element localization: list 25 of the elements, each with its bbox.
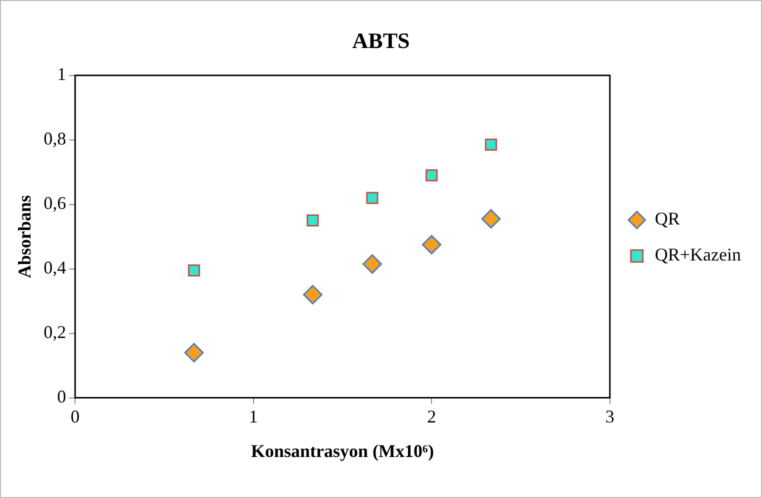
point: [366, 192, 378, 204]
y-tick-label: 0,6: [44, 193, 66, 214]
x-tick-label: 0: [70, 406, 80, 426]
y-tick-label: 0,2: [44, 322, 66, 342]
point: [306, 214, 319, 227]
point: [184, 342, 204, 362]
point: [481, 209, 501, 229]
y-axis-title: Absorbans: [14, 195, 34, 278]
chart-title: ABTS: [352, 28, 410, 53]
y-tick-label: 0: [57, 386, 66, 407]
point: [362, 254, 382, 274]
point: [484, 138, 498, 151]
point: [426, 169, 438, 182]
point: [422, 234, 442, 254]
legend-label: QR: [654, 208, 680, 229]
legend-label: QR+Kazein: [654, 244, 741, 265]
y-tick-label: 0,4: [44, 258, 66, 278]
x-tick-label: 3: [605, 406, 614, 426]
point: [188, 264, 200, 277]
x-tick-label: 2: [427, 406, 436, 426]
y-tick-label: 1: [57, 64, 66, 84]
x-axis-title: Konsantrasyon (Mx10⁶): [251, 440, 434, 461]
x-tick-label: 1: [248, 406, 258, 426]
point: [302, 284, 322, 304]
y-tick-label: 0,8: [44, 128, 66, 149]
